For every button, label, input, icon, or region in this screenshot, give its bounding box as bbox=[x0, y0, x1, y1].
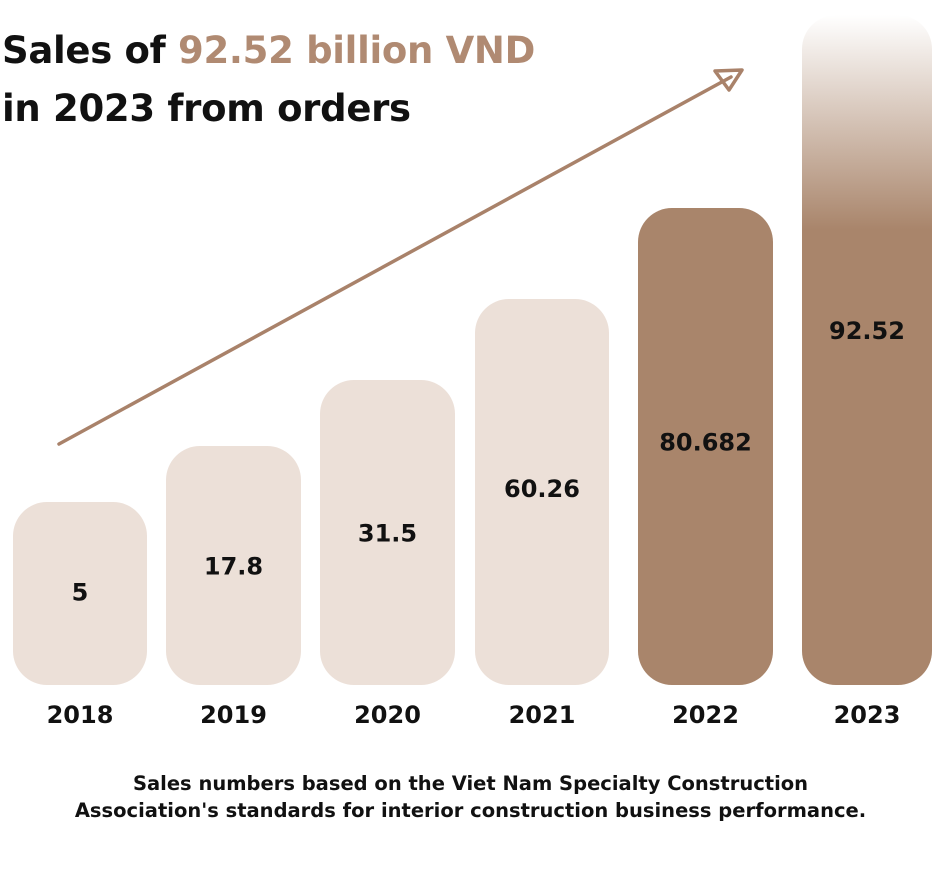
footnote-line1: Sales numbers based on the Viet Nam Spec… bbox=[132, 772, 809, 795]
headline-highlight: 92.52 billion VND bbox=[178, 29, 535, 72]
footnote: Sales numbers based on the Viet Nam Spec… bbox=[0, 770, 941, 824]
bar-2020 bbox=[320, 380, 455, 685]
year-label-2020: 2020 bbox=[354, 701, 421, 729]
trend-arrow-line bbox=[57, 75, 733, 446]
bar-2018 bbox=[13, 502, 147, 685]
trend-arrow-head bbox=[713, 68, 744, 92]
value-label-2021: 60.26 bbox=[504, 475, 580, 503]
value-label-2019: 17.8 bbox=[204, 553, 263, 581]
year-label-2019: 2019 bbox=[200, 701, 267, 729]
year-label-2022: 2022 bbox=[672, 701, 739, 729]
year-label-2021: 2021 bbox=[509, 701, 576, 729]
bar-2022 bbox=[638, 208, 773, 685]
value-label-2022: 80.682 bbox=[659, 429, 752, 457]
value-label-2020: 31.5 bbox=[358, 520, 417, 548]
headline-prefix: Sales of bbox=[2, 29, 178, 72]
bar-2021 bbox=[475, 299, 609, 685]
bar-2019 bbox=[166, 446, 301, 685]
year-label-2018: 2018 bbox=[47, 701, 114, 729]
value-label-2018: 5 bbox=[72, 579, 89, 607]
bar-2023 bbox=[802, 15, 932, 685]
trend-arrow bbox=[57, 68, 744, 446]
footnote-line2: Association's standards for interior con… bbox=[74, 799, 867, 822]
year-labels-group: 2018 2019 2020 2021 2022 2023 bbox=[47, 701, 901, 729]
year-label-2023: 2023 bbox=[834, 701, 901, 729]
headline: Sales of 92.52 billion VND in 2023 from o… bbox=[2, 22, 535, 138]
bars-group bbox=[13, 15, 932, 685]
value-labels-group: 5 17.8 31.5 60.26 80.682 92.52 bbox=[72, 317, 905, 607]
value-label-2023: 92.52 bbox=[829, 317, 905, 345]
headline-line2: in 2023 from orders bbox=[2, 87, 411, 130]
